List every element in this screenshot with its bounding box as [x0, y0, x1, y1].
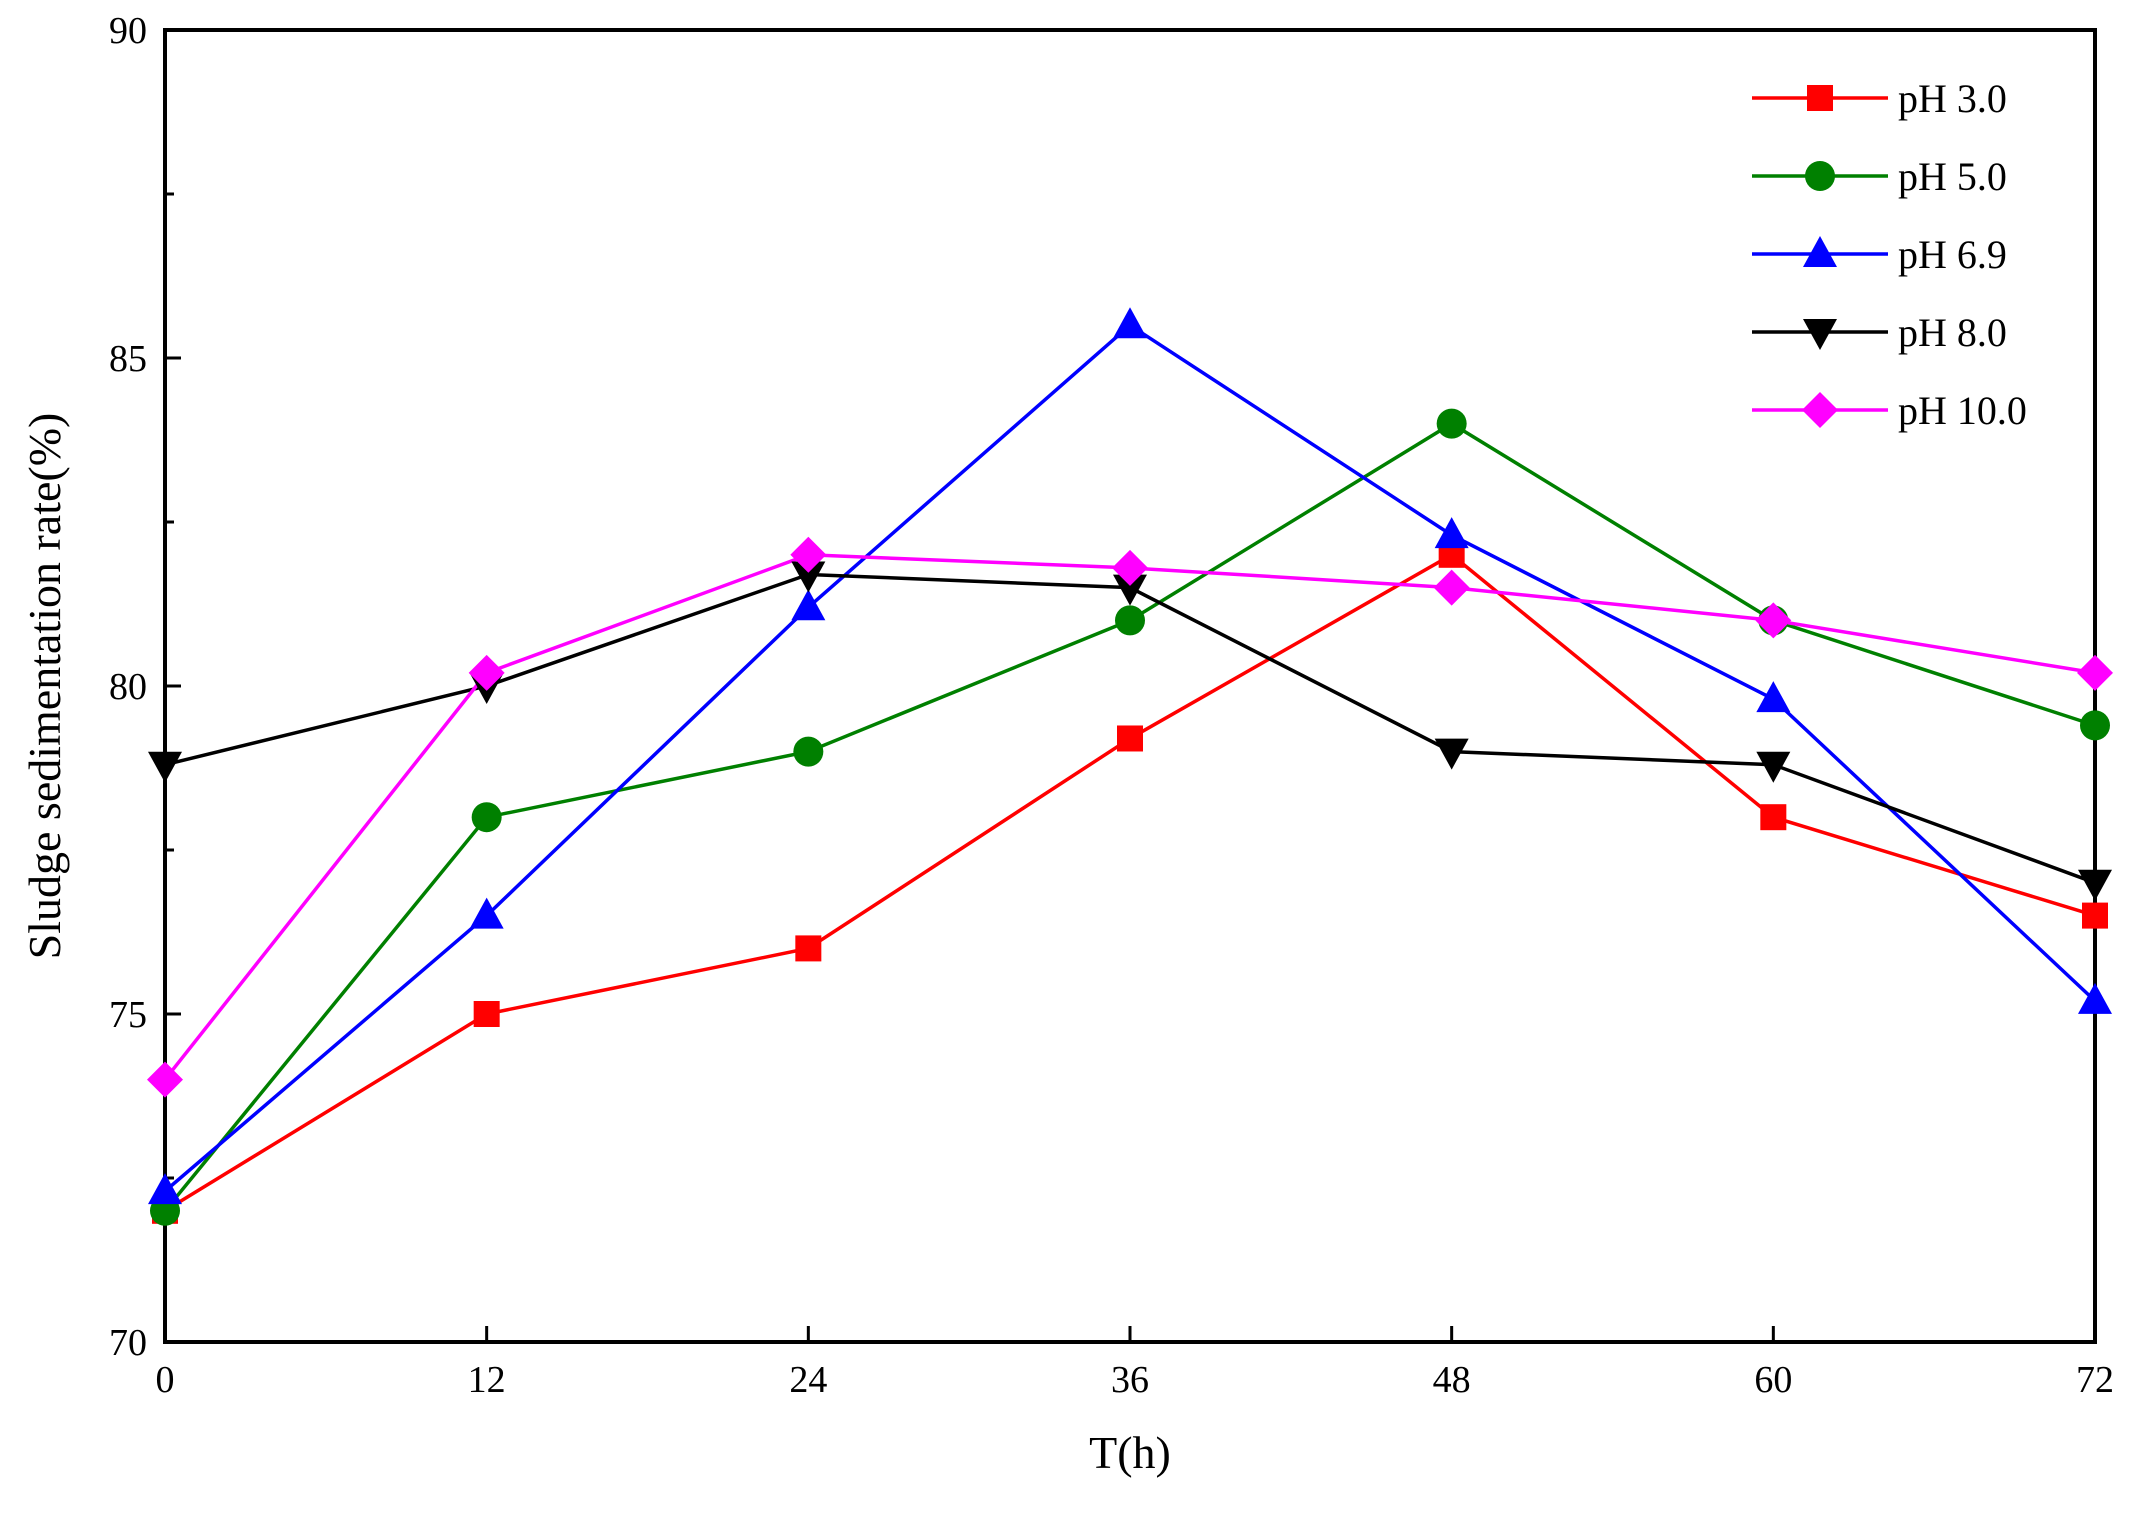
legend: pH 3.0 pH 5.0 pH 6.9 pH 8.0 pH 10.0	[1752, 76, 2027, 433]
x-tick-label: 48	[1433, 1359, 1471, 1401]
series-lines	[163, 323, 2097, 1213]
data-point-ph-8-0	[1113, 574, 1147, 606]
data-point-ph-3-0	[2082, 902, 2108, 929]
series-line-ph-5-0	[163, 421, 2096, 1212]
data-point-ph-8-0	[1434, 738, 1469, 770]
legend-marker-ph-10-0	[1802, 392, 1838, 428]
x-tick-label: 24	[789, 1359, 827, 1401]
data-point-ph-6-9	[469, 897, 504, 929]
x-axis-title: T(h)	[1089, 1427, 1171, 1478]
data-point-ph-10-0	[147, 1061, 183, 1098]
data-point-ph-3-0	[1760, 804, 1787, 831]
data-point-ph-6-9	[1756, 681, 1791, 713]
y-tick-label: 85	[109, 338, 147, 380]
legend-marker-ph-8-0	[1803, 319, 1837, 350]
axis-ticks: 0 12 24 36 48 60 72 70 75 80 85 90	[109, 10, 2114, 1401]
data-point-ph-10-0	[1112, 549, 1148, 586]
data-point-ph-6-9	[1113, 307, 1147, 339]
data-point-ph-5-0	[471, 802, 502, 833]
legend-label-ph-6-9: pH 6.9	[1898, 232, 2007, 277]
data-point-ph-3-0	[1117, 725, 1143, 752]
y-tick-label: 70	[109, 1322, 147, 1364]
data-point-ph-8-0	[1756, 751, 1791, 783]
data-point-ph-5-0	[2080, 710, 2110, 741]
data-point-ph-10-0	[468, 654, 505, 691]
series-line-ph-3-0	[164, 552, 2096, 1213]
y-tick-label: 80	[109, 666, 147, 708]
data-point-ph-8-0	[2078, 869, 2112, 901]
data-point-ph-6-9	[148, 1173, 182, 1205]
data-point-ph-6-9	[2078, 982, 2112, 1014]
series-line-ph-6-9	[163, 323, 2097, 1193]
data-point-ph-10-0	[790, 536, 827, 573]
data-point-ph-6-9	[791, 589, 826, 621]
x-tick-label: 36	[1111, 1359, 1149, 1401]
y-axis-title: Sludge sedimentation rate(%)	[19, 413, 70, 960]
series-markers	[147, 307, 2113, 1226]
legend-label-ph-5-0: pH 5.0	[1898, 154, 2007, 199]
legend-label-ph-10-0: pH 10.0	[1898, 388, 2027, 433]
data-point-ph-8-0	[148, 751, 182, 783]
data-point-ph-5-0	[793, 736, 824, 767]
legend-marker-ph-3-0	[1807, 85, 1833, 111]
data-point-ph-3-0	[473, 1001, 500, 1027]
data-point-ph-10-0	[1433, 569, 1470, 606]
y-tick-label: 90	[109, 10, 147, 52]
x-tick-label: 72	[2076, 1359, 2114, 1401]
data-point-ph-6-9	[1434, 517, 1469, 549]
y-tick-label: 75	[109, 994, 147, 1036]
legend-label-ph-8-0: pH 8.0	[1898, 310, 2007, 355]
x-tick-label: 12	[468, 1359, 506, 1401]
data-point-ph-8-0	[791, 561, 826, 593]
legend-label-ph-3-0: pH 3.0	[1898, 76, 2007, 121]
data-point-ph-5-0	[1436, 408, 1467, 439]
data-point-ph-3-0	[795, 935, 822, 962]
data-point-ph-10-0	[1755, 602, 1792, 639]
data-point-ph-10-0	[2077, 654, 2113, 691]
x-tick-label: 0	[156, 1359, 175, 1401]
plot-area-frame	[163, 28, 2097, 1344]
data-point-ph-5-0	[1115, 605, 1145, 636]
legend-marker-ph-6-9	[1803, 236, 1837, 267]
x-tick-label: 60	[1754, 1359, 1792, 1401]
legend-marker-ph-5-0	[1805, 161, 1835, 191]
